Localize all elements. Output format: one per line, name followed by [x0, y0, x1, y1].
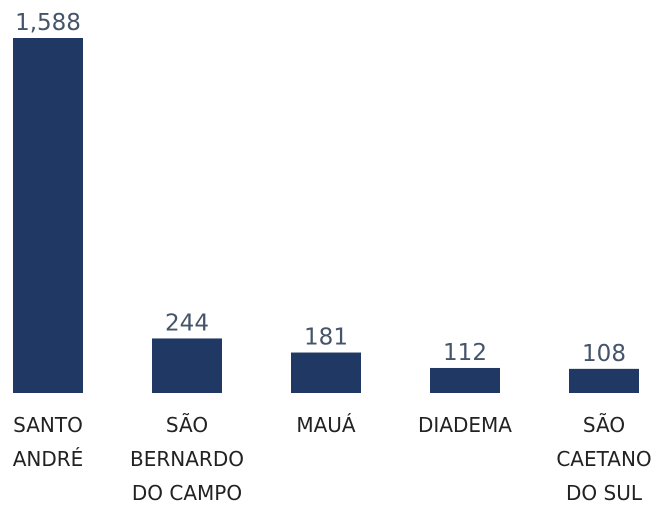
value-label: 181: [304, 325, 348, 351]
x-tick-label: SÃO CAETANO DO SUL: [556, 413, 652, 505]
x-tick-label: MAUÁ: [296, 413, 356, 437]
bar: [430, 367, 500, 393]
bar: [13, 38, 83, 393]
value-label: 112: [443, 340, 487, 366]
x-tick-label: DIADEMA: [418, 413, 512, 437]
value-label: 244: [165, 310, 209, 336]
bar: [291, 352, 361, 393]
bar: [152, 338, 222, 393]
value-label: 1,588: [15, 10, 81, 36]
value-label: 108: [582, 341, 626, 367]
x-tick-label: SÃO BERNARDO DO CAMPO: [130, 413, 244, 505]
x-tick-label: SANTO ANDRÉ: [12, 413, 84, 471]
bar: [569, 368, 639, 393]
